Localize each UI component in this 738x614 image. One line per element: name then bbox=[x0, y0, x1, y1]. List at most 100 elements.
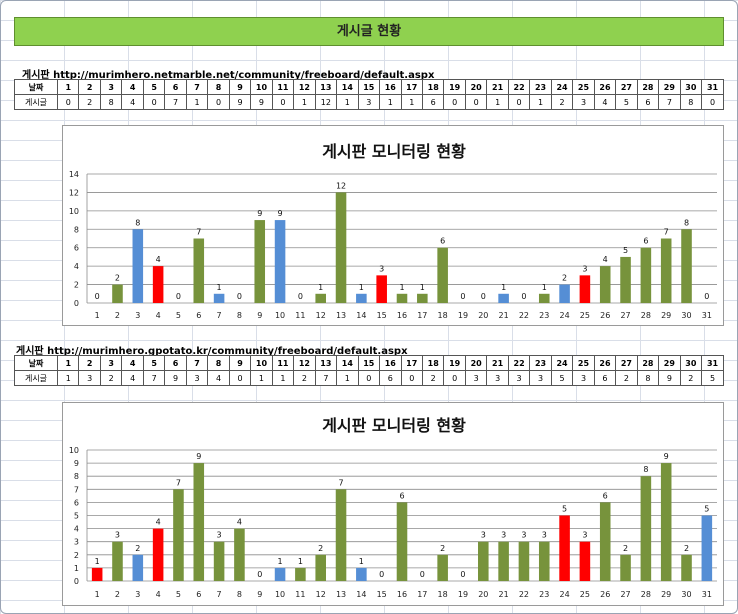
table-cell-counts: 1 bbox=[56, 370, 80, 386]
data-label: 7 bbox=[338, 478, 343, 487]
table-cell-days: 24 bbox=[550, 79, 574, 95]
table-cell-counts: 2 bbox=[550, 94, 574, 110]
table-cell-counts: 0 bbox=[357, 370, 381, 386]
y-tick-label: 8 bbox=[74, 472, 79, 481]
x-tick-label: 9 bbox=[257, 590, 262, 599]
table-cell-days: 22 bbox=[507, 79, 531, 95]
table-cell-days: 13 bbox=[314, 79, 338, 95]
table-cell-counts: 1 bbox=[293, 94, 316, 110]
table-cell-days: 1 bbox=[56, 79, 80, 95]
table-row: 날짜 1 2 3 4 5 6 7 8 9 10 11 12 13 14 15 16 17 18 19 20 21 22 23 2… bbox=[14, 355, 724, 371]
table-cell-counts: 3 bbox=[572, 370, 595, 386]
table-cell-counts: 1 bbox=[250, 370, 273, 386]
board-2-chart-svg: 게시판 모니터링 현황01234567891011322344759637480… bbox=[69, 416, 717, 599]
table-cell-days: 19 bbox=[443, 355, 466, 371]
table-cell-counts: 3 bbox=[572, 94, 595, 110]
table-cell-days: 21 bbox=[486, 355, 509, 371]
x-tick-label: 30 bbox=[681, 311, 691, 320]
bar bbox=[112, 284, 123, 303]
data-label: 2 bbox=[623, 544, 628, 553]
table-cell-days: 29 bbox=[658, 79, 681, 95]
table-row: 게시글 1 3 2 4 7 9 3 4 0 1 1 2 7 1 0 6 0 2 0 3 3 3 3 5 3 6 2 8 9 2 5 bbox=[14, 370, 724, 386]
bar bbox=[274, 567, 286, 581]
bar bbox=[559, 284, 570, 303]
x-tick-label: 6 bbox=[196, 311, 201, 320]
bar bbox=[356, 293, 367, 303]
data-label: 5 bbox=[562, 505, 567, 514]
x-tick-label: 2 bbox=[115, 590, 120, 599]
table-cell-counts: 9 bbox=[250, 94, 273, 110]
x-tick-label: 20 bbox=[478, 590, 488, 599]
x-tick-label: 9 bbox=[257, 311, 262, 320]
table-cell-counts: 1 bbox=[379, 94, 402, 110]
table-cell-days: 25 bbox=[572, 79, 595, 95]
x-tick-label: 12 bbox=[316, 311, 326, 320]
table-cell-counts: 1 bbox=[336, 370, 359, 386]
data-label: 1 bbox=[399, 283, 404, 292]
table-cell-days: 27 bbox=[615, 355, 638, 371]
table-cell-counts: 1 bbox=[271, 370, 295, 386]
bar bbox=[437, 554, 448, 581]
bar bbox=[152, 266, 164, 303]
bar bbox=[640, 476, 652, 581]
table-cell-counts: 8 bbox=[636, 370, 660, 386]
table-cell-days: 13 bbox=[314, 355, 338, 371]
table-cell-counts: 0 bbox=[400, 370, 423, 386]
data-label: 2 bbox=[115, 274, 120, 283]
x-tick-label: 10 bbox=[275, 311, 285, 320]
data-label: 7 bbox=[176, 478, 181, 487]
table-cell-days: 26 bbox=[593, 79, 617, 95]
x-tick-label: 2 bbox=[115, 311, 120, 320]
table-cell-days: 30 bbox=[679, 355, 703, 371]
table-cell-days: 12 bbox=[293, 355, 316, 371]
data-label: 0 bbox=[95, 292, 100, 301]
table-cell-days: 10 bbox=[250, 79, 273, 95]
table-cell-days: 15 bbox=[357, 355, 381, 371]
data-label: 8 bbox=[684, 218, 689, 227]
data-label: 0 bbox=[176, 292, 181, 301]
table-cell-counts: 2 bbox=[615, 370, 638, 386]
x-tick-label: 5 bbox=[176, 590, 181, 599]
x-tick-label: 17 bbox=[417, 311, 427, 320]
y-tick-label: 0 bbox=[74, 299, 79, 308]
table-cell-counts: 3 bbox=[357, 94, 381, 110]
table-cell-counts: 2 bbox=[99, 370, 123, 386]
data-label: 6 bbox=[440, 237, 445, 246]
data-label: 7 bbox=[664, 228, 669, 237]
row-header-days: 날짜 bbox=[14, 79, 58, 95]
x-tick-label: 15 bbox=[377, 311, 387, 320]
data-label: 1 bbox=[542, 283, 547, 292]
bar bbox=[701, 515, 713, 581]
x-tick-label: 27 bbox=[620, 311, 630, 320]
board-1-chart-svg: 게시판 모니터링 현황02468101214012283440576170899… bbox=[69, 142, 717, 320]
data-label: 12 bbox=[336, 181, 346, 190]
table-cell-days: 14 bbox=[336, 355, 359, 371]
x-tick-label: 25 bbox=[580, 590, 590, 599]
data-label: 4 bbox=[156, 255, 161, 264]
x-tick-label: 14 bbox=[356, 590, 366, 599]
x-tick-label: 8 bbox=[237, 311, 242, 320]
y-tick-label: 8 bbox=[74, 225, 79, 234]
table-cell-counts: 8 bbox=[99, 94, 123, 110]
x-tick-label: 24 bbox=[559, 311, 569, 320]
data-label: 3 bbox=[379, 264, 384, 273]
data-label: 8 bbox=[643, 465, 648, 474]
bar bbox=[193, 238, 205, 303]
table-cell-counts: 4 bbox=[121, 94, 144, 110]
table-cell-days: 5 bbox=[142, 79, 166, 95]
table-row: 게시글 0 2 8 4 0 7 1 0 9 9 0 1 12 1 3 1 1 6 0 0 1 0 1 2 3 4 5 6 7 8 0 bbox=[14, 94, 724, 110]
table-cell-days: 26 bbox=[593, 355, 617, 371]
bar bbox=[620, 554, 631, 581]
table-cell-days: 11 bbox=[271, 355, 295, 371]
data-label: 1 bbox=[278, 557, 283, 566]
data-label: 0 bbox=[257, 570, 262, 579]
x-tick-label: 17 bbox=[417, 590, 427, 599]
table-cell-counts: 6 bbox=[379, 370, 402, 386]
data-label: 1 bbox=[318, 283, 323, 292]
bar bbox=[91, 567, 103, 581]
data-label: 0 bbox=[237, 292, 242, 301]
x-tick-label: 22 bbox=[519, 311, 529, 320]
table-cell-days: 9 bbox=[228, 79, 252, 95]
bar bbox=[498, 541, 509, 581]
data-label: 3 bbox=[217, 531, 222, 540]
